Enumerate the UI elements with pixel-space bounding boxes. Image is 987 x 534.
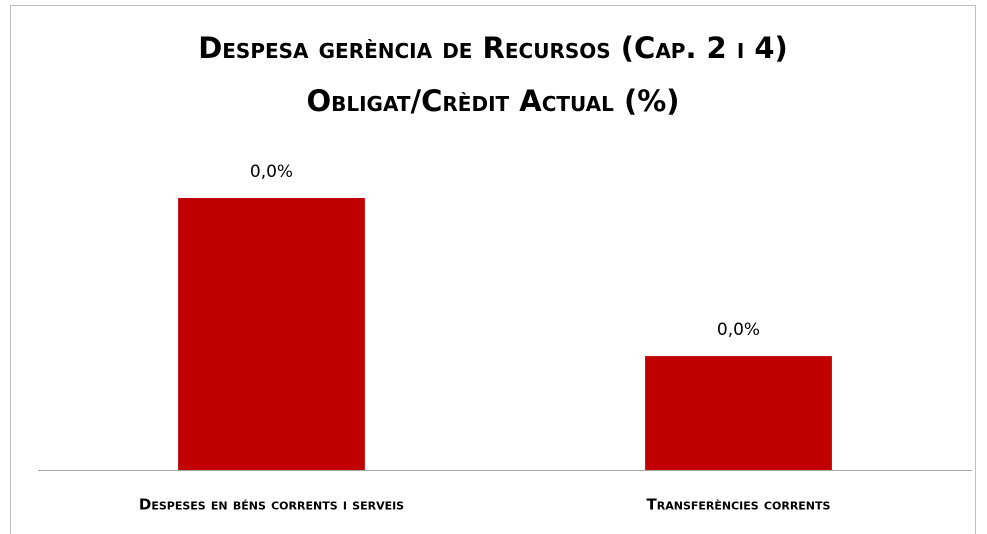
chart-title: Despesa gerència de Recursos (Cap. 2 i 4…: [198, 31, 788, 65]
data-label: 0,0%: [250, 162, 293, 182]
bar: [645, 356, 832, 470]
data-label: 0,0%: [717, 320, 760, 340]
x-tick-label: Transferències corrents: [647, 496, 831, 514]
chart-title: Obligat/Crèdit Actual (%): [306, 84, 679, 118]
x-tick-label: Despeses en béns corrents i serveis: [139, 496, 404, 514]
bar: [178, 198, 365, 470]
